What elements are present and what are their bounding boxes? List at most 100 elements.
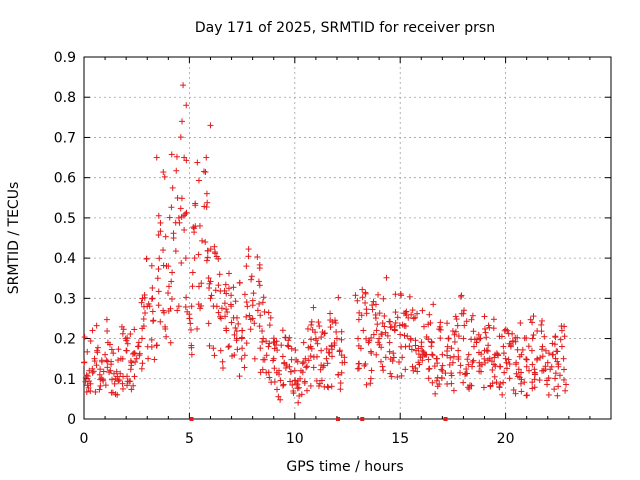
data-point: [123, 337, 130, 344]
data-point: [108, 376, 115, 383]
data-point: [480, 384, 487, 391]
data-point: [449, 359, 456, 366]
data-point: [228, 292, 235, 299]
data-point: [300, 359, 307, 366]
data-point: [157, 219, 164, 226]
data-point: [212, 250, 219, 257]
data-point: [506, 340, 513, 347]
data-point: [279, 353, 286, 360]
data-point: [539, 346, 546, 353]
data-point: [189, 269, 196, 276]
data-point: [363, 335, 370, 342]
data-point: [104, 328, 111, 335]
data-point: [157, 228, 164, 235]
data-point: [427, 319, 434, 326]
data-point: [195, 177, 202, 184]
data-point: [124, 340, 131, 347]
data-point: [141, 294, 148, 301]
data-point: [236, 279, 243, 286]
data-point: [210, 303, 217, 310]
data-point: [439, 362, 446, 369]
data-point: [223, 306, 230, 313]
data-point: [225, 270, 232, 277]
data-point: [175, 214, 182, 221]
data-point: [335, 294, 342, 301]
data-point: [227, 301, 234, 308]
data-point: [438, 366, 445, 373]
data-point: [329, 353, 336, 360]
data-point: [394, 373, 401, 380]
data-point: [323, 355, 330, 362]
data-point: [128, 362, 135, 369]
data-point: [460, 379, 467, 386]
data-point: [295, 377, 302, 384]
data-point: [169, 184, 176, 191]
data-point: [412, 314, 419, 321]
data-point: [468, 316, 475, 323]
data-point: [461, 307, 468, 314]
data-point: [359, 286, 366, 293]
data-point: [99, 376, 106, 383]
data-points: [81, 82, 570, 421]
data-point: [204, 254, 211, 261]
data-point: [194, 159, 201, 166]
data-point: [468, 382, 475, 389]
data-point: [531, 384, 538, 391]
data-point: [539, 353, 546, 360]
data-point: [545, 375, 552, 382]
data-point: [257, 345, 264, 352]
data-point: [295, 384, 302, 391]
data-point: [483, 334, 490, 341]
data-point: [315, 382, 322, 389]
data-point: [162, 323, 169, 330]
data-point: [372, 311, 379, 318]
data-point: [412, 342, 419, 349]
data-point: [425, 375, 432, 382]
data-point: [282, 364, 289, 371]
data-point: [433, 355, 440, 362]
data-point: [538, 328, 545, 335]
y-tick-label: 0.7: [54, 130, 76, 146]
data-point: [270, 357, 277, 364]
data-point: [513, 361, 520, 368]
data-point: [290, 390, 297, 397]
data-point: [257, 312, 264, 319]
data-point: [162, 233, 169, 240]
data-point: [116, 376, 123, 383]
data-point: [392, 319, 399, 326]
data-point: [207, 278, 214, 285]
x-tick-label: 20: [497, 431, 515, 447]
data-point: [274, 347, 281, 354]
data-point: [231, 351, 238, 358]
data-point: [284, 342, 291, 349]
data-point: [448, 380, 455, 387]
data-point: [260, 335, 267, 342]
data-point: [416, 361, 423, 368]
data-point: [265, 309, 272, 316]
data-point: [92, 388, 99, 395]
data-point: [495, 352, 502, 359]
data-point: [247, 316, 254, 323]
data-point: [408, 311, 415, 318]
data-point: [128, 386, 135, 393]
data-point: [484, 348, 491, 355]
data-point: [265, 343, 272, 350]
data-point: [380, 367, 387, 374]
data-point: [124, 373, 131, 380]
y-tick-label: 0: [67, 412, 76, 428]
data-point: [485, 342, 492, 349]
data-point: [148, 336, 155, 343]
data-point: [93, 322, 100, 329]
data-point: [198, 280, 205, 287]
data-point: [305, 357, 312, 364]
data-point: [187, 320, 194, 327]
data-point: [457, 362, 464, 369]
data-point: [523, 363, 530, 370]
data-point: [161, 173, 168, 180]
data-point: [285, 337, 292, 344]
data-point: [490, 361, 497, 368]
data-point: [308, 336, 315, 343]
zero-marker: [443, 417, 448, 421]
data-point: [328, 383, 335, 390]
data-point: [552, 370, 559, 377]
